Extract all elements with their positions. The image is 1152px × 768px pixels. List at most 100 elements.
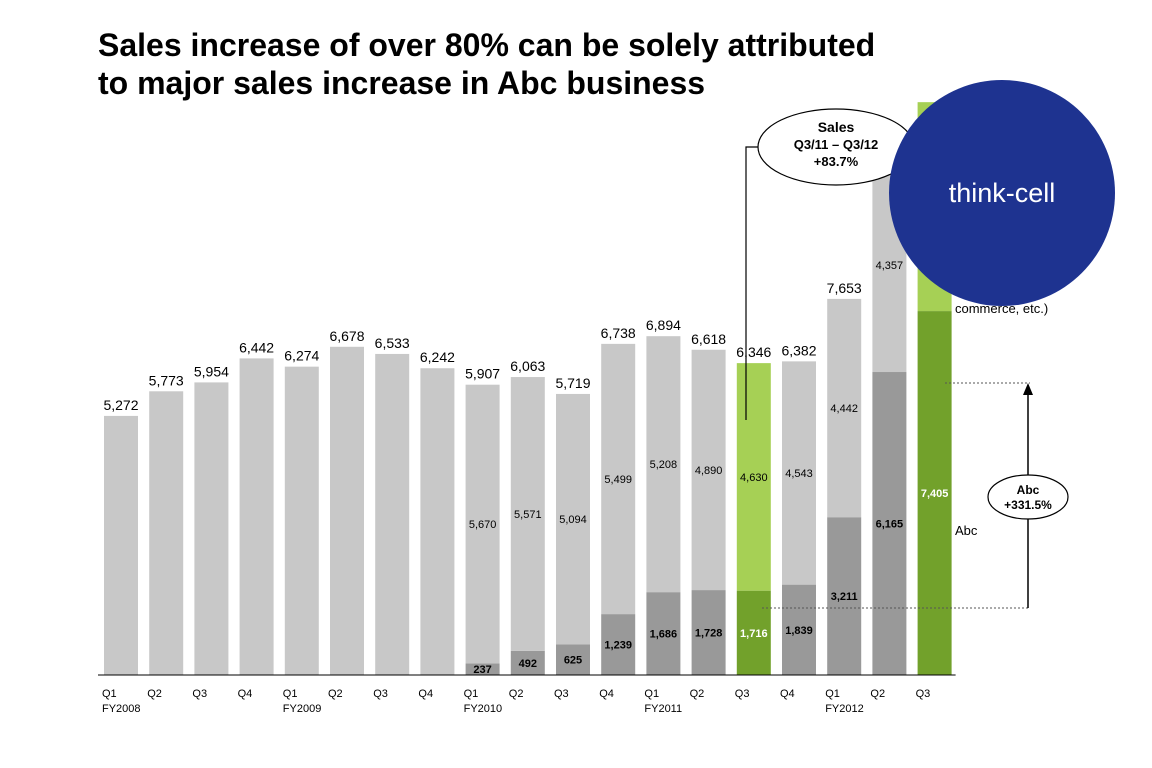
bar-segment-other [601,343,636,615]
data-label-total: 6,063 [510,358,545,374]
bar-segment-other [646,336,681,593]
x-tick-label-fiscal-year: FY2008 [102,703,141,715]
data-label-other: 4,442 [830,403,858,415]
data-label-abc: 237 [473,664,491,676]
x-tick-label-quarter: Q1 [644,688,659,700]
x-tick-label-quarter: Q1 [283,688,298,700]
think-cell-badge-label: think-cell [949,178,1056,208]
sales-callout-line-1: Sales [818,119,855,135]
sales-callout-line-3: +83.7% [814,154,859,169]
bar-segment-abc [827,517,862,675]
x-tick-label-quarter: Q2 [690,688,705,700]
bar-segment-other [330,346,364,675]
x-tick-label-quarter: Q3 [554,688,569,700]
bar-segment-other [736,363,771,591]
data-label-total: 6,442 [239,339,274,355]
bar-segment-abc [510,650,545,675]
data-label-total: 6,274 [284,348,319,364]
data-label-other: 5,208 [650,459,678,471]
chart-title-line-2: to major sales increase in Abc business [98,65,706,101]
data-label-total: 5,719 [555,375,590,391]
bar-segment-other [284,366,319,675]
abc-callout-line-2: +331.5% [1004,498,1052,512]
x-tick-label-quarter: Q1 [464,688,479,700]
bar-segment-other [827,298,862,518]
data-label-total: 6,382 [781,342,816,358]
sales-callout-connector [745,146,762,420]
data-label-abc: 1,716 [740,628,768,640]
data-label-total: 6,678 [329,328,364,344]
think-cell-badge-circle [889,80,1115,306]
data-label-total: 6,618 [691,331,726,347]
bar-segment-abc [556,644,590,675]
x-tick-label-quarter: Q2 [328,688,343,700]
bar-segment-abc [917,311,952,675]
legend-label-other: commerce, etc.) [955,301,1048,316]
bar-segment-other [465,384,500,664]
difference-arrow-head-icon [1023,383,1033,395]
data-label-total: 5,954 [194,363,229,379]
legend-label-abc: Abc [955,523,978,538]
bar-segment-other [556,393,590,645]
x-tick-label-quarter: Q3 [735,688,750,700]
x-tick-label-quarter: Q4 [599,688,614,700]
data-label-total: 6,738 [601,325,636,341]
data-label-other: 4,630 [740,472,768,484]
x-tick-label-quarter: Q3 [916,688,931,700]
data-label-total: 7,653 [827,280,862,296]
bar-segment-other [194,382,229,675]
bar-segment-abc [465,663,500,675]
annotation-group: Sales Q3/11 – Q3/12 +83.7% Abc +331.5% A… [745,108,1069,609]
x-tick-label-quarter: Q4 [418,688,433,700]
chart-title-line-1: Sales increase of over 80% can be solely… [98,27,876,63]
data-label-abc: 492 [519,658,537,670]
data-label-abc: 3,211 [831,591,858,603]
data-label-total: 6,346 [736,344,771,360]
think-cell-badge: think-cell [889,80,1115,306]
data-label-other: 5,499 [604,474,632,486]
x-tick-label-quarter: Q2 [870,688,885,700]
data-label-abc: 7,405 [921,488,949,500]
data-label-other: 4,543 [785,468,813,480]
bar-segment-abc [646,592,681,675]
data-label-total: 5,773 [149,372,184,388]
x-tick-label-quarter: Q4 [238,688,253,700]
bar-segment-abc [736,590,771,675]
data-label-total: 5,272 [103,397,138,413]
bar-segment-abc [782,584,816,675]
sales-callout-line-2: Q3/11 – Q3/12 [794,137,879,152]
data-label-abc: 6,165 [876,519,904,531]
data-label-other: 4,890 [695,465,723,477]
x-tick-label-fiscal-year: FY2009 [283,703,322,715]
bar-segment-other [149,391,184,675]
bar-segment-abc [691,590,726,675]
chart-title: Sales increase of over 80% can be solely… [98,26,998,102]
x-tick-label-quarter: Q3 [373,688,388,700]
data-label-other: 5,670 [469,519,497,531]
x-tick-label-fiscal-year: FY2010 [464,703,503,715]
abc-callout-line-1: Abc [1017,483,1040,497]
bar-segment-other [691,349,726,591]
bar-segment-other [510,377,545,651]
x-tick-label-quarter: Q2 [147,688,162,700]
x-tick-label-quarter: Q4 [780,688,795,700]
bar-segment-abc [601,614,636,675]
x-tick-label-quarter: Q2 [509,688,524,700]
data-label-total: 6,242 [420,349,455,365]
bar-segment-other [375,353,410,675]
data-label-abc: 1,839 [785,625,813,637]
data-label-abc: 1,686 [650,629,678,641]
x-tick-label-quarter: Q1 [102,688,117,700]
data-label-total: 6,533 [375,335,410,351]
data-label-other: 4,357 [876,260,904,272]
x-tick-label-fiscal-year: FY2011 [644,703,682,715]
data-label-abc: 1,728 [695,628,723,640]
bar-segment-other [420,368,455,675]
bar-segment-other [782,361,816,585]
bar-segment-other [239,358,274,675]
bar-segment-abc [872,372,907,675]
data-label-other: 5,571 [514,509,542,521]
data-label-abc: 625 [564,655,582,667]
data-label-total: 6,894 [646,317,681,333]
